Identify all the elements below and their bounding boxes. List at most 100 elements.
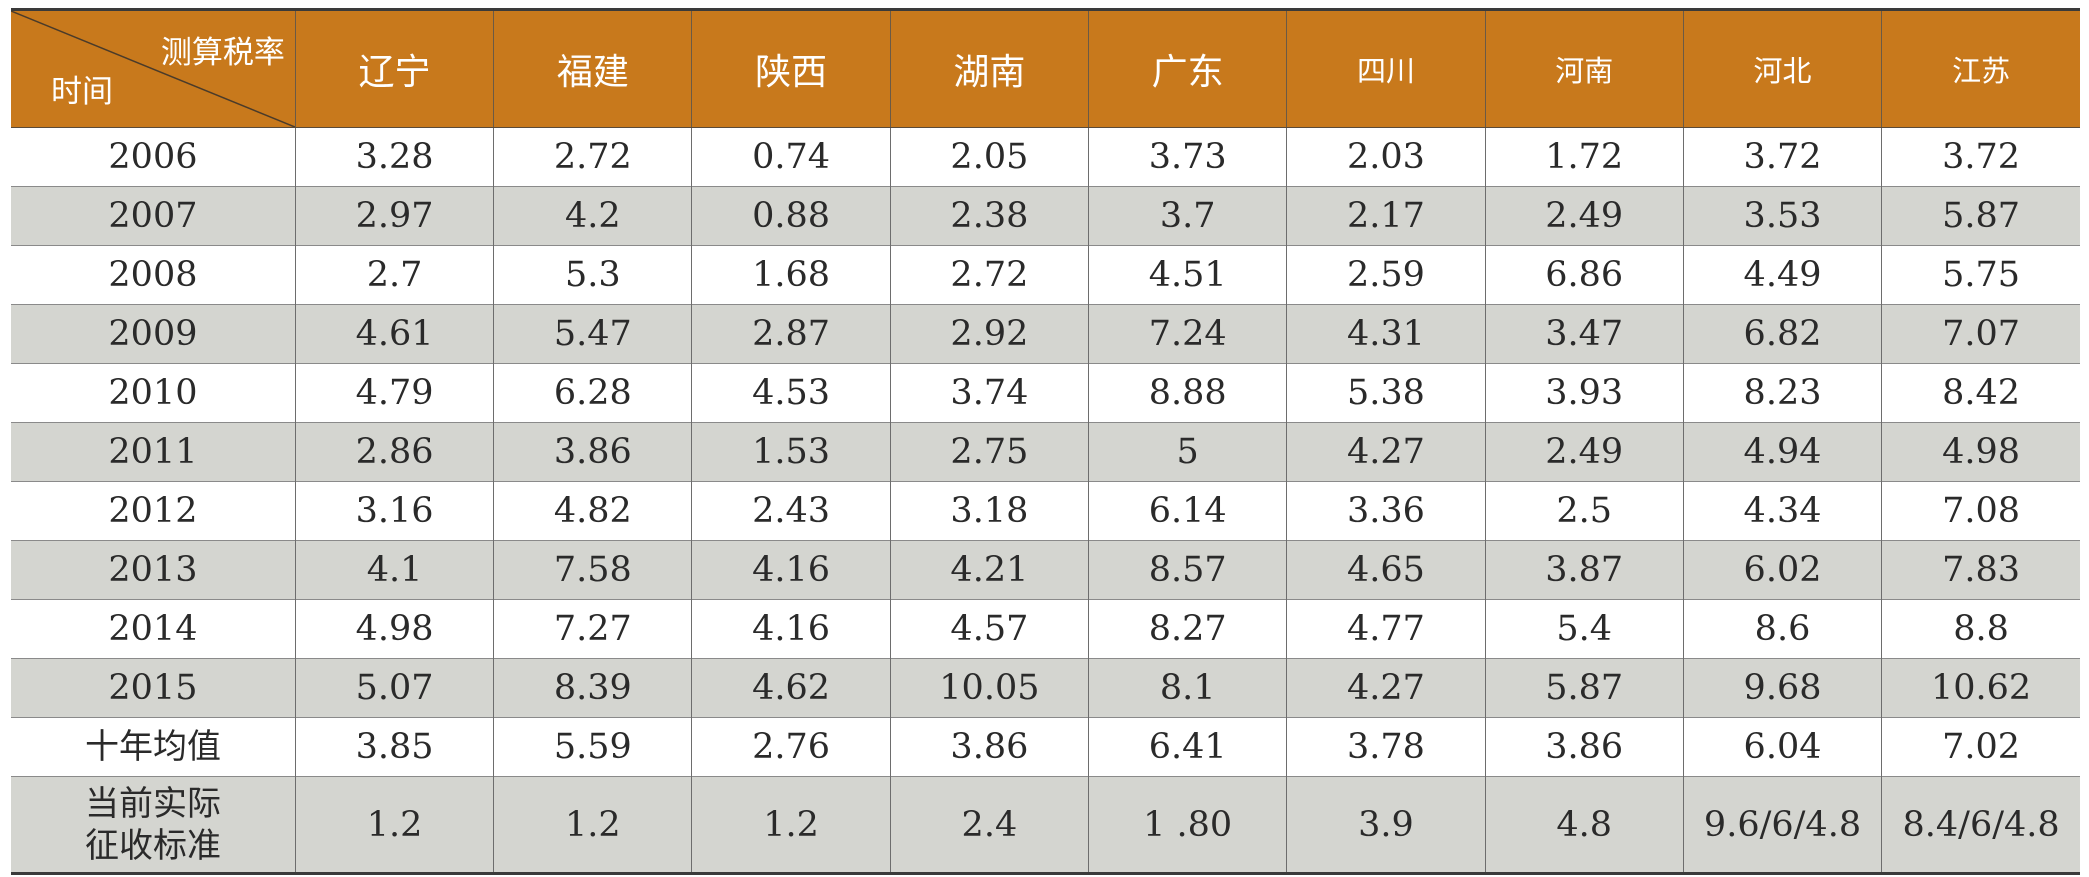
year-cell: 2010 [11, 363, 296, 423]
value-cell: 8.6 [1682, 599, 1882, 659]
year-cell: 2009 [11, 304, 296, 364]
value-cell: 4.57 [889, 599, 1089, 659]
value-cell: 6.86 [1484, 245, 1684, 305]
value-cell: 5.87 [1484, 658, 1684, 718]
year-cell: 2013 [11, 540, 296, 600]
value-cell: 5 [1088, 422, 1287, 482]
value-cell: 2.49 [1484, 422, 1684, 482]
value-cell: 4.31 [1286, 304, 1486, 364]
value-cell: 4.16 [691, 540, 891, 600]
value-cell: 4.61 [294, 304, 494, 364]
value-cell: 3.47 [1484, 304, 1684, 364]
average-value-cell: 3.86 [1484, 717, 1684, 777]
table-row: 2007 2.97 4.2 0.88 2.38 3.7 2.17 2.49 3.… [11, 186, 2080, 246]
value-cell: 2.38 [889, 186, 1089, 246]
value-cell: 6.28 [493, 363, 692, 423]
value-cell: 4.34 [1682, 481, 1882, 541]
value-cell: 8.1 [1088, 658, 1287, 718]
value-cell: 3.73 [1088, 127, 1287, 187]
value-cell: 1.68 [691, 245, 891, 305]
value-cell: 2.49 [1484, 186, 1684, 246]
value-cell: 4.27 [1286, 422, 1486, 482]
value-cell: 2.7 [294, 245, 494, 305]
table-body: 2006 3.28 2.72 0.74 2.05 3.73 2.03 1.72 … [11, 127, 2080, 874]
value-cell: 3.87 [1484, 540, 1684, 600]
value-cell: 7.24 [1088, 304, 1287, 364]
value-cell: 4.53 [691, 363, 891, 423]
value-cell: 5.75 [1881, 245, 2080, 305]
value-cell: 3.93 [1484, 363, 1684, 423]
value-cell: 4.21 [889, 540, 1089, 600]
table-row: 2010 4.79 6.28 4.53 3.74 8.88 5.38 3.93 … [11, 363, 2080, 423]
value-cell: 4.62 [691, 658, 891, 718]
year-cell: 2006 [11, 127, 296, 187]
value-cell: 3.18 [889, 481, 1089, 541]
value-cell: 2.75 [889, 422, 1089, 482]
value-cell: 4.1 [294, 540, 494, 600]
average-value-cell: 2.76 [691, 717, 891, 777]
value-cell: 3.16 [294, 481, 494, 541]
table-row: 2015 5.07 8.39 4.62 10.05 8.1 4.27 5.87 … [11, 658, 2080, 718]
value-cell: 2.05 [889, 127, 1089, 187]
average-value-cell: 6.41 [1088, 717, 1287, 777]
average-value-cell: 5.59 [493, 717, 692, 777]
value-cell: 3.28 [294, 127, 494, 187]
value-cell: 7.83 [1881, 540, 2080, 600]
value-cell: 4.51 [1088, 245, 1287, 305]
corner-header-cell: 测算税率 时间 [11, 9, 296, 128]
year-cell: 2007 [11, 186, 296, 246]
value-cell: 8.8 [1881, 599, 2080, 659]
value-cell: 6.14 [1088, 481, 1287, 541]
table-row: 2008 2.7 5.3 1.68 2.72 4.51 2.59 6.86 4.… [11, 245, 2080, 305]
average-value-cell: 3.85 [294, 717, 494, 777]
standard-label-line2: 征收标准 [84, 825, 221, 866]
value-cell: 0.74 [691, 127, 891, 187]
value-cell: 2.43 [691, 481, 891, 541]
value-cell: 4.82 [493, 481, 692, 541]
average-row: 十年均值 3.85 5.59 2.76 3.86 6.41 3.78 3.86 … [11, 717, 2080, 777]
value-cell: 2.92 [889, 304, 1089, 364]
value-cell: 2.03 [1286, 127, 1486, 187]
province-header-fujian: 福建 [493, 9, 692, 128]
table-row: 2012 3.16 4.82 2.43 3.18 6.14 3.36 2.5 4… [11, 481, 2080, 541]
value-cell: 8.42 [1881, 363, 2080, 423]
value-cell: 2.17 [1286, 186, 1486, 246]
table-row: 2014 4.98 7.27 4.16 4.57 8.27 4.77 5.4 8… [11, 599, 2080, 659]
value-cell: 2.97 [294, 186, 494, 246]
standard-value-cell: 1.2 [691, 776, 891, 874]
value-cell: 3.53 [1682, 186, 1882, 246]
value-cell: 0.88 [691, 186, 891, 246]
value-cell: 7.07 [1881, 304, 2080, 364]
standard-value-cell: 2.4 [889, 776, 1089, 874]
year-cell: 2014 [11, 599, 296, 659]
value-cell: 5.3 [493, 245, 692, 305]
province-header-guangdong: 广东 [1088, 9, 1287, 128]
value-cell: 3.7 [1088, 186, 1287, 246]
standard-label-line1: 当前实际 [84, 783, 221, 824]
value-cell: 7.08 [1881, 481, 2080, 541]
value-cell: 3.86 [493, 422, 692, 482]
province-header-jiangsu: 江苏 [1881, 9, 2080, 128]
value-cell: 8.23 [1682, 363, 1882, 423]
value-cell: 4.77 [1286, 599, 1486, 659]
value-cell: 5.47 [493, 304, 692, 364]
value-cell: 10.05 [889, 658, 1089, 718]
province-header-hebei: 河北 [1682, 9, 1882, 128]
tax-rate-table-container: 测算税率 时间 辽宁 福建 陕西 湖南 广东 四川 河南 河北 江苏 2006 … [11, 8, 2080, 875]
value-cell: 6.02 [1682, 540, 1882, 600]
value-cell: 2.87 [691, 304, 891, 364]
value-cell: 5.87 [1881, 186, 2080, 246]
value-cell: 3.72 [1682, 127, 1882, 187]
value-cell: 2.86 [294, 422, 494, 482]
value-cell: 3.74 [889, 363, 1089, 423]
value-cell: 8.88 [1088, 363, 1287, 423]
year-cell: 2012 [11, 481, 296, 541]
table-row: 2013 4.1 7.58 4.16 4.21 8.57 4.65 3.87 6… [11, 540, 2080, 600]
value-cell: 3.36 [1286, 481, 1486, 541]
value-cell: 4.98 [294, 599, 494, 659]
corner-label-tax-rate: 测算税率 [160, 35, 285, 71]
value-cell: 4.27 [1286, 658, 1486, 718]
value-cell: 7.27 [493, 599, 692, 659]
diagonal-divider [11, 11, 295, 127]
value-cell: 6.82 [1682, 304, 1882, 364]
